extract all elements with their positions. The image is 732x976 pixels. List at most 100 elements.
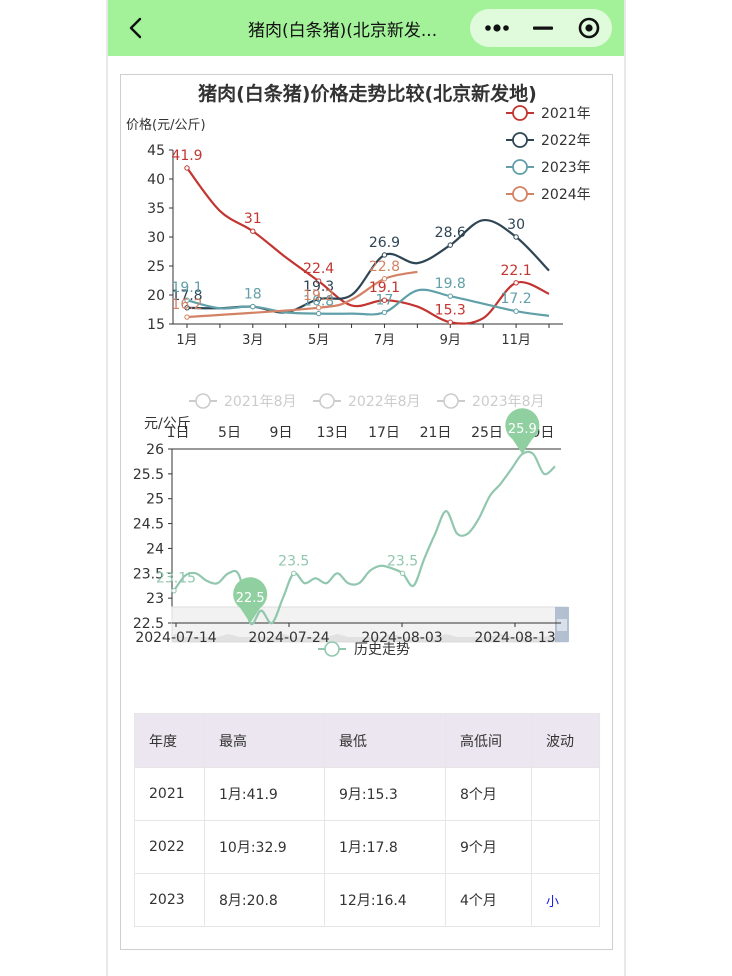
data-label: 22.8 [369, 259, 400, 275]
data-label: 18 [244, 287, 262, 303]
left-margin [0, 0, 108, 976]
data-label: 22.1 [501, 263, 532, 279]
x-tick-label: 2024-08-13 [474, 630, 555, 646]
y-axis-title: 元/公斤 [144, 416, 191, 432]
max-value-pin [505, 408, 540, 454]
data-label: 19.1 [171, 280, 202, 296]
x-tick-label: 7月 [374, 333, 395, 345]
top-x-tick-label: 13日 [317, 425, 349, 441]
data-point [399, 570, 406, 576]
series-line [186, 270, 418, 319]
data-label: 26.9 [369, 235, 400, 251]
table-cell: 12月:16.4 [324, 873, 446, 927]
table-header-row: 年度 最高 最低 高低间 波动 [134, 713, 600, 768]
x-tick-label: 2024-07-24 [248, 630, 329, 646]
data-point [513, 308, 519, 314]
legend-label: 2024年 [541, 187, 591, 203]
legend-marker [195, 393, 211, 409]
max-value-label: 25.9 [508, 422, 537, 437]
target-circle-icon [578, 17, 600, 39]
content-panel: 猪肉(白条猪)价格走势比较(北京新发地) 价格(元/公斤) 15 20 25 30 35 4… [120, 74, 613, 950]
data-label: 22.4 [303, 261, 334, 277]
series-line [173, 450, 556, 626]
y-tick-label: 24 [146, 541, 164, 557]
x-tick-label: 5月 [308, 333, 329, 345]
data-label: 17 [376, 292, 394, 308]
data-label: 30 [507, 217, 525, 233]
table-cell [531, 820, 600, 874]
table-row: 2021 1月:41.9 9月:15.3 8个月 [134, 767, 600, 821]
legend-label: 2023年 [541, 160, 591, 176]
y-tick-label: 15 [147, 317, 165, 333]
data-point [315, 305, 322, 311]
history-price-chart: 2021年8月 2022年8月 2023年8月 1日 5日 9日 13日 17日 21日 25日 2… [133, 393, 569, 658]
data-point [315, 310, 322, 317]
back-button[interactable] [122, 14, 150, 42]
series-line [186, 288, 550, 317]
x-tick-label: 2024-08-03 [361, 630, 442, 646]
header-cell: 最低 [324, 713, 446, 768]
legend-marker [443, 393, 459, 409]
data-label: 41.9 [171, 148, 202, 164]
y-tick-label: 26 [146, 442, 164, 458]
x-tick-label: 1月 [176, 333, 197, 345]
data-point [315, 278, 322, 284]
data-point [447, 319, 453, 325]
capsule-menu [470, 9, 612, 47]
y-axis-title: 价格(元/公斤) [126, 117, 206, 133]
data-label: 15.3 [435, 302, 466, 318]
y-tick-label: 25.5 [133, 467, 164, 483]
data-point [184, 165, 190, 171]
table-cell: 8月:20.8 [204, 873, 325, 927]
data-label: 28.6 [435, 225, 466, 241]
right-edge [624, 0, 626, 976]
data-point [291, 570, 297, 576]
table-cell: 2021 [134, 767, 205, 821]
minus-icon [533, 26, 553, 30]
data-point [250, 228, 256, 234]
data-point [184, 305, 190, 311]
table-cell: 9月:15.3 [324, 767, 446, 821]
data-point [447, 293, 453, 299]
legend-label: 2021年8月 [224, 394, 297, 410]
table-cell: 4个月 [445, 873, 532, 927]
y-tick-label: 35 [147, 201, 165, 217]
min-value-label: 22.5 [236, 591, 265, 606]
legend-label: 2022年 [541, 133, 591, 149]
volatility-badge: 小 [531, 873, 600, 927]
data-label: 23.5 [278, 553, 309, 569]
x-tick-label: 3月 [242, 333, 263, 345]
y-tick-label: 40 [147, 172, 165, 188]
min-value-pin [233, 577, 268, 623]
table-cell: 10月:32.9 [204, 820, 325, 874]
header-cell: 年度 [134, 713, 205, 768]
top-x-tick-label: 5日 [218, 425, 241, 441]
legend-label: 2021年 [541, 106, 591, 122]
y-tick-label: 45 [147, 143, 165, 159]
y-tick-label: 23 [146, 591, 164, 607]
legend-marker [324, 641, 340, 657]
table-row: 2022 10月:32.9 1月:17.8 9个月 [134, 820, 600, 874]
stats-table: 年度 最高 最低 高低间 波动 2021 1月:41.9 9月:15.3 8个月… [134, 713, 600, 927]
minimize-button[interactable] [520, 9, 566, 47]
more-button[interactable] [474, 9, 520, 47]
data-point [315, 296, 322, 302]
mini-program-screen: 猪肉(白条猪)(北京新发... 猪肉(白条猪)价格走势比较(北京新发地) [108, 0, 624, 976]
left-edge [106, 0, 108, 976]
table-cell: 1月:41.9 [204, 767, 325, 821]
data-label: 19.3 [303, 279, 334, 295]
more-dots-icon [485, 24, 509, 32]
y-tick-label: 24.5 [133, 517, 164, 533]
chart-title: 猪肉(白条猪)价格走势比较(北京新发地) [198, 83, 537, 105]
data-label: 23.15 [156, 571, 196, 587]
data-point [447, 242, 453, 248]
series-line [186, 167, 550, 325]
table-cell: 2023 [134, 873, 205, 927]
close-button[interactable] [566, 9, 612, 47]
data-point [513, 234, 519, 240]
data-label: 23.5 [387, 553, 418, 569]
data-label: 19.8 [435, 276, 466, 292]
data-label: 16.8 [303, 294, 334, 310]
y-tick-label: 22.5 [133, 616, 164, 632]
table-cell: 9个月 [445, 820, 532, 874]
